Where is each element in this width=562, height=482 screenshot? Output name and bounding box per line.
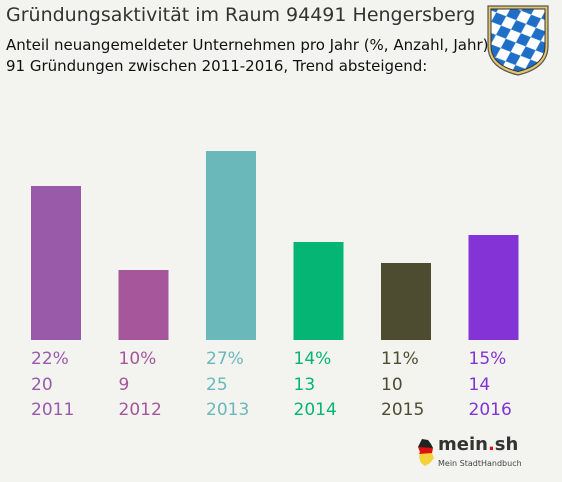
chart-title: Gründungsaktivität im Raum 94491 Hengers…	[6, 4, 476, 26]
mein-sh-logo: mein.sh Mein StadtHandbuch	[416, 432, 526, 474]
count-label-2013: 25	[206, 375, 228, 395]
percent-label-2016: 15%	[469, 349, 507, 369]
bavarian-lozenges-crest-icon	[487, 5, 549, 76]
percent-label-2011: 22%	[31, 349, 69, 369]
year-label-2013: 2013	[206, 400, 249, 420]
percent-label-2013: 27%	[206, 349, 244, 369]
bar-2013	[206, 151, 256, 340]
chart-summary: 91 Gründungen zwischen 2011-2016, Trend …	[6, 57, 428, 75]
count-label-2011: 20	[31, 375, 53, 395]
bar-2016	[468, 235, 519, 340]
year-label-2015: 2015	[381, 400, 424, 420]
count-label-2014: 13	[294, 375, 316, 395]
bar-2014	[293, 242, 344, 340]
year-label-2014: 2014	[294, 400, 337, 420]
chart-subtitle: Anteil neuangemeldeter Unternehmen pro J…	[6, 36, 489, 54]
bar-2015	[381, 263, 431, 340]
count-label-2012: 9	[119, 375, 130, 395]
count-label-2015: 10	[381, 375, 403, 395]
year-label-2012: 2012	[119, 400, 162, 420]
logo-tagline: Mein StadtHandbuch	[438, 459, 522, 468]
logo-brand-text: mein.sh	[438, 434, 519, 455]
year-label-2016: 2016	[469, 400, 512, 420]
germany-map-icon	[418, 439, 434, 466]
bar-2012	[118, 270, 169, 340]
percent-label-2015: 11%	[381, 349, 419, 369]
year-label-2011: 2011	[31, 400, 74, 420]
bar-2011	[31, 186, 81, 340]
percent-label-2012: 10%	[119, 349, 157, 369]
percent-label-2014: 14%	[294, 349, 332, 369]
count-label-2016: 14	[469, 375, 491, 395]
